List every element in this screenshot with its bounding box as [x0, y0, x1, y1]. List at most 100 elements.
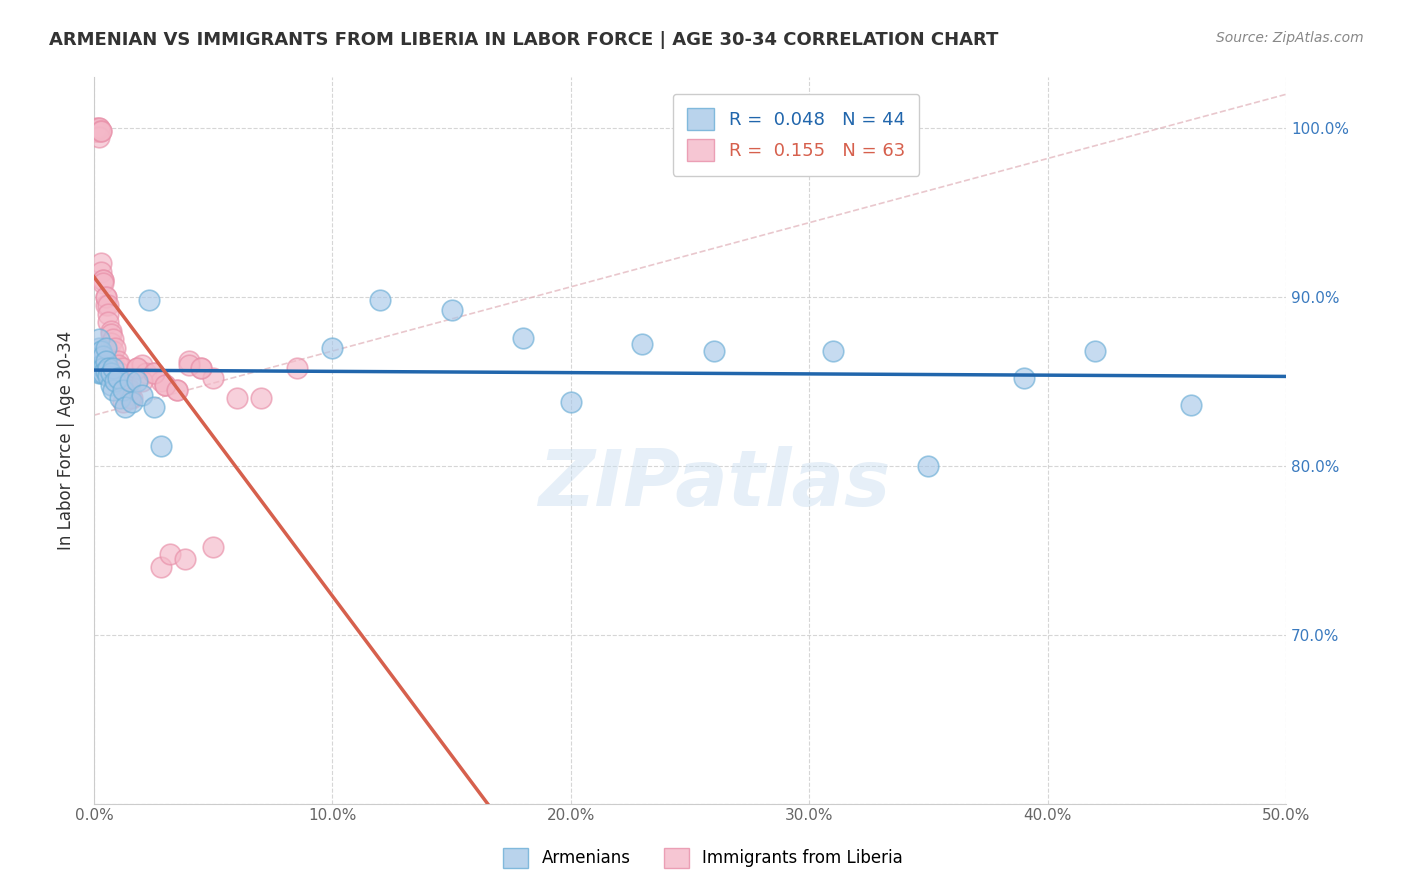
- Point: [125, 360, 148, 375]
- Point: [90, 344, 112, 359]
- Point: [87, 366, 110, 380]
- Point: [104, 360, 127, 375]
- Point: [1012, 371, 1035, 385]
- Point: [100, 327, 122, 342]
- Point: [118, 392, 141, 406]
- Point: [100, 335, 122, 350]
- Point: [190, 360, 212, 375]
- Point: [179, 354, 201, 368]
- Point: [131, 358, 153, 372]
- Point: [321, 341, 343, 355]
- Point: [111, 360, 134, 375]
- Point: [87, 121, 110, 136]
- Point: [87, 121, 110, 136]
- Point: [135, 366, 157, 380]
- Text: ARMENIAN VS IMMIGRANTS FROM LIBERIA IN LABOR FORCE | AGE 30-34 CORRELATION CHART: ARMENIAN VS IMMIGRANTS FROM LIBERIA IN L…: [49, 31, 998, 49]
- Point: [149, 560, 172, 574]
- Point: [703, 344, 725, 359]
- Text: Source: ZipAtlas.com: Source: ZipAtlas.com: [1216, 31, 1364, 45]
- Point: [86, 124, 108, 138]
- Point: [155, 377, 177, 392]
- Point: [93, 349, 115, 363]
- Point: [512, 330, 534, 344]
- Point: [87, 129, 110, 144]
- Point: [173, 551, 195, 566]
- Point: [93, 366, 115, 380]
- Point: [118, 375, 141, 389]
- Point: [86, 121, 108, 136]
- Point: [179, 358, 201, 372]
- Point: [166, 383, 188, 397]
- Point: [97, 360, 120, 375]
- Point: [86, 358, 108, 372]
- Point: [159, 547, 181, 561]
- Point: [90, 124, 112, 138]
- Point: [93, 273, 115, 287]
- Point: [108, 392, 131, 406]
- Point: [107, 371, 129, 385]
- Point: [118, 383, 141, 397]
- Point: [87, 332, 110, 346]
- Point: [111, 394, 134, 409]
- Point: [226, 392, 249, 406]
- Point: [97, 298, 120, 312]
- Point: [202, 371, 225, 385]
- Point: [149, 439, 172, 453]
- Point: [560, 394, 582, 409]
- Point: [142, 400, 165, 414]
- Point: [101, 354, 124, 368]
- Point: [90, 358, 112, 372]
- Point: [94, 290, 117, 304]
- Point: [285, 360, 308, 375]
- Point: [101, 344, 124, 359]
- Point: [104, 341, 127, 355]
- Point: [107, 354, 129, 368]
- Point: [821, 344, 844, 359]
- Point: [100, 324, 122, 338]
- Point: [94, 354, 117, 368]
- Point: [108, 366, 131, 380]
- Point: [440, 303, 463, 318]
- Point: [86, 360, 108, 375]
- Point: [111, 383, 134, 397]
- Point: [107, 358, 129, 372]
- Point: [1084, 344, 1107, 359]
- Point: [138, 293, 160, 308]
- Point: [108, 375, 131, 389]
- Point: [121, 392, 143, 406]
- Y-axis label: In Labor Force | Age 30-34: In Labor Force | Age 30-34: [58, 331, 75, 550]
- Point: [97, 369, 120, 384]
- Point: [131, 388, 153, 402]
- Point: [90, 265, 112, 279]
- Point: [94, 290, 117, 304]
- Point: [101, 383, 124, 397]
- Point: [97, 307, 120, 321]
- Point: [142, 366, 165, 380]
- Point: [631, 337, 654, 351]
- Point: [114, 400, 136, 414]
- Point: [94, 298, 117, 312]
- Point: [101, 360, 124, 375]
- Point: [94, 341, 117, 355]
- Point: [155, 377, 177, 392]
- Point: [93, 277, 115, 291]
- Point: [101, 332, 124, 346]
- Point: [131, 375, 153, 389]
- Point: [86, 124, 108, 138]
- Legend: Armenians, Immigrants from Liberia: Armenians, Immigrants from Liberia: [496, 841, 910, 875]
- Point: [1180, 398, 1202, 412]
- Point: [100, 377, 122, 392]
- Point: [125, 360, 148, 375]
- Point: [94, 364, 117, 378]
- Point: [104, 375, 127, 389]
- Point: [90, 366, 112, 380]
- Point: [121, 394, 143, 409]
- Point: [368, 293, 391, 308]
- Point: [149, 375, 172, 389]
- Point: [202, 540, 225, 554]
- Point: [917, 458, 939, 473]
- Point: [190, 360, 212, 375]
- Point: [250, 392, 273, 406]
- Point: [93, 273, 115, 287]
- Point: [166, 383, 188, 397]
